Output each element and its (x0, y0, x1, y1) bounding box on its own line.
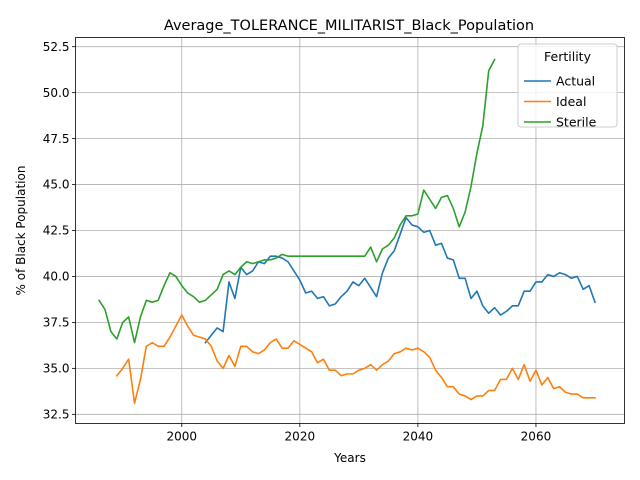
x-axis-label: Years (333, 451, 366, 465)
chart-title: Average_TOLERANCE_MILITARIST_Black_Popul… (164, 18, 534, 34)
legend-label-actual: Actual (556, 74, 595, 89)
y-tick-label: 52.5 (43, 40, 70, 54)
y-tick-label: 45.0 (43, 178, 70, 192)
x-tick-label: 2020 (285, 430, 316, 444)
legend-label-sterile: Sterile (556, 115, 597, 130)
legend-item-actual: Actual (524, 74, 595, 89)
legend-item-ideal: Ideal (524, 94, 586, 109)
legend-items: Actual Ideal Sterile (524, 74, 597, 130)
series-line-sterile (98, 58, 496, 344)
series-lines (98, 58, 597, 405)
y-tick-label: 47.5 (43, 132, 70, 146)
y-tick-label: 32.5 (43, 408, 70, 422)
x-tick-label: 2000 (166, 430, 197, 444)
legend-frame (517, 43, 618, 128)
axis-ticks: 2000 2020 2040 2060 32.5 35.0 37.5 40.0 42.5 45.0… (43, 40, 551, 444)
x-tick-label: 2060 (521, 430, 552, 444)
x-tick-label: 2040 (403, 430, 434, 444)
grid (75, 37, 625, 424)
legend: Fertility Actual Ideal Sterile (517, 43, 618, 130)
series-line-actual (204, 216, 597, 344)
legend-title: Fertility (544, 49, 592, 64)
y-tick-label: 50.0 (43, 86, 70, 100)
y-axis-label: % of Black Population (14, 166, 28, 296)
legend-item-sterile: Sterile (524, 115, 597, 130)
series-line-ideal (115, 314, 596, 405)
y-tick-label: 37.5 (43, 316, 70, 330)
y-tick-label: 42.5 (43, 224, 70, 238)
y-tick-label: 35.0 (43, 362, 70, 376)
legend-label-ideal: Ideal (556, 94, 586, 109)
y-tick-label: 40.0 (43, 270, 70, 284)
